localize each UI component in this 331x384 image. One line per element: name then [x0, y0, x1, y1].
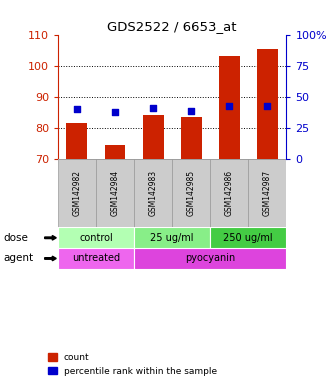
Bar [210, 227, 286, 248]
Text: pyocyanin: pyocyanin [185, 253, 235, 263]
Bar [134, 159, 172, 227]
Bar [67, 123, 87, 159]
Text: dose: dose [3, 233, 28, 243]
Legend: count, percentile rank within the sample: count, percentile rank within the sample [48, 353, 217, 376]
Point [74, 106, 79, 112]
Bar [134, 227, 210, 248]
Text: agent: agent [3, 253, 33, 263]
Bar [58, 159, 96, 227]
Point [150, 105, 156, 111]
Bar [134, 248, 286, 269]
Text: 25 ug/ml: 25 ug/ml [150, 233, 194, 243]
Point [226, 103, 232, 109]
Bar [105, 145, 125, 159]
Point [188, 108, 194, 114]
Bar [219, 56, 240, 159]
Text: GSM142986: GSM142986 [225, 170, 234, 216]
Text: control: control [79, 233, 113, 243]
Text: GSM142985: GSM142985 [187, 170, 196, 216]
Bar [96, 159, 134, 227]
Text: GSM142983: GSM142983 [149, 170, 158, 216]
Text: GSM142984: GSM142984 [111, 170, 119, 216]
Bar [58, 248, 134, 269]
Bar [257, 48, 278, 159]
Text: untreated: untreated [72, 253, 120, 263]
Bar [172, 159, 210, 227]
Point [264, 103, 270, 109]
Bar [58, 227, 134, 248]
Point [112, 109, 118, 115]
Text: GSM142987: GSM142987 [263, 170, 272, 216]
Bar [143, 115, 164, 159]
Title: GDS2522 / 6653_at: GDS2522 / 6653_at [107, 20, 237, 33]
Bar [181, 117, 202, 159]
Text: GSM142982: GSM142982 [72, 170, 81, 216]
Bar [248, 159, 286, 227]
Text: 250 ug/ml: 250 ug/ml [223, 233, 273, 243]
Bar [210, 159, 248, 227]
